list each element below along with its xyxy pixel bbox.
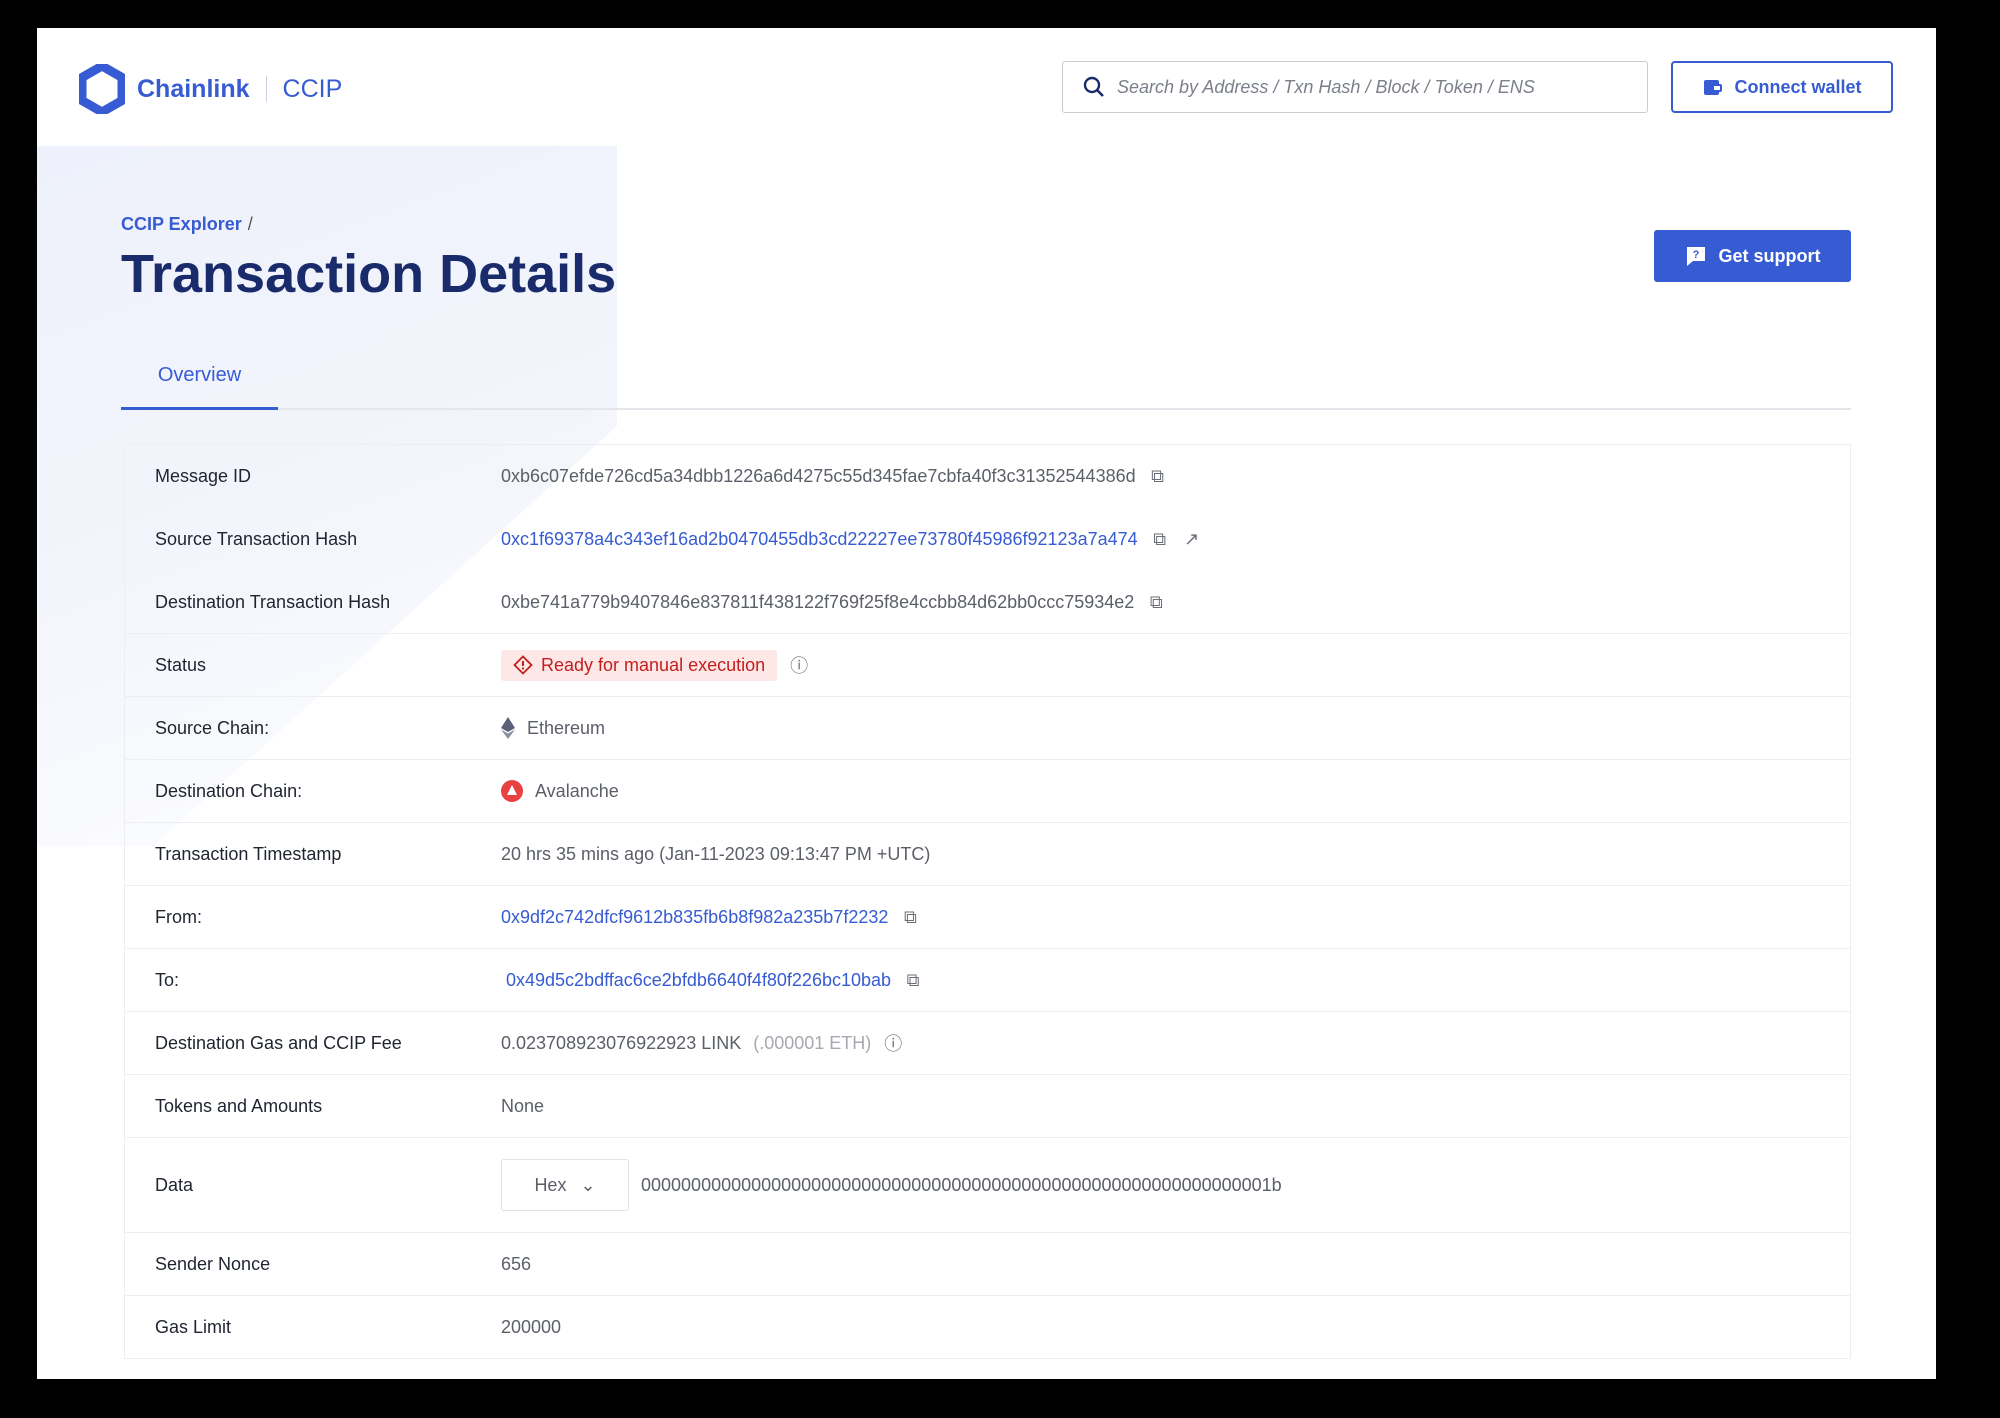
help-chat-icon: ? xyxy=(1686,247,1705,266)
dest-chain-value: Avalanche xyxy=(535,780,619,801)
row-fee: Destination Gas and CCIP Fee 0.023708923… xyxy=(125,1012,1850,1075)
warning-icon xyxy=(513,655,533,675)
tab-bar: Overview xyxy=(121,358,1851,410)
nonce-value: 656 xyxy=(501,1253,532,1274)
wallet-icon xyxy=(1704,80,1723,95)
label: Source Transaction Hash xyxy=(155,529,358,549)
get-support-button[interactable]: ? Get support xyxy=(1654,230,1851,282)
data-value: 0000000000000000000000000000000000000000… xyxy=(641,1174,1282,1195)
fee-eth-value: (.000001 ETH) xyxy=(753,1032,872,1053)
tokens-value: None xyxy=(501,1095,545,1116)
source-chain-value: Ethereum xyxy=(527,717,606,738)
dest-tx-value: 0xbe741a779b9407846e837811f438122f769f25… xyxy=(501,591,1135,612)
label: Transaction Timestamp xyxy=(155,843,342,864)
label: Message ID xyxy=(155,466,252,486)
status-badge: Ready for manual execution xyxy=(501,649,778,681)
product-name: CCIP xyxy=(282,74,343,103)
source-tx-link[interactable]: 0xc1f69378a4c343ef16ad2b0470455db3cd2222… xyxy=(501,529,1138,549)
message-id-value: 0xb6c07efde726cd5a34dbb1226a6d4275c55d34… xyxy=(501,466,1136,486)
timestamp-value: 20 hrs 35 mins ago (Jan-11-2023 09:13:47… xyxy=(501,843,931,864)
breadcrumb: CCIP Explorer / xyxy=(121,214,253,235)
data-format-value: Hex xyxy=(534,1174,567,1195)
data-format-select[interactable]: Hex ⌄ xyxy=(501,1159,629,1211)
info-icon[interactable]: ⓘ xyxy=(790,656,809,676)
breadcrumb-ccip-explorer[interactable]: CCIP Explorer xyxy=(121,214,242,234)
label: Sender Nonce xyxy=(155,1253,271,1274)
row-status: Status Ready for manual execution ⓘ xyxy=(125,634,1850,697)
tab-overview[interactable]: Overview xyxy=(121,358,278,410)
to-address-link[interactable]: 0x49d5c2bdffac6ce2bfdb6640f4f80f226bc10b… xyxy=(506,969,892,990)
breadcrumb-separator: / xyxy=(247,214,253,234)
status-text: Ready for manual execution xyxy=(541,654,766,675)
svg-text:?: ? xyxy=(1692,249,1699,261)
copy-icon[interactable]: ⧉ xyxy=(906,969,920,990)
row-gas-limit: Gas Limit 200000 xyxy=(125,1296,1850,1359)
label: Destination Chain: xyxy=(155,780,303,801)
avalanche-icon xyxy=(501,780,523,802)
chainlink-hexagon-icon xyxy=(79,64,125,114)
row-source-chain: Source Chain: Ethereum xyxy=(125,697,1850,760)
label: From: xyxy=(155,906,202,927)
label: Status xyxy=(155,654,207,675)
row-dest-tx: Destination Transaction Hash 0xbe741a779… xyxy=(125,571,1850,634)
gas-limit-value: 200000 xyxy=(501,1316,562,1337)
external-link-icon[interactable]: ↗ xyxy=(1184,529,1200,549)
chevron-down-icon: ⌄ xyxy=(580,1174,596,1195)
fee-value: 0.023708923076922923 LINK xyxy=(501,1032,742,1053)
transaction-details-table: Message ID 0xb6c07efde726cd5a34dbb1226a6… xyxy=(124,444,1851,1359)
row-data: Data Hex ⌄ 000000000000000000000000000000… xyxy=(125,1138,1850,1233)
row-to: To: 0x49d5c2bdffac6ce2bfdb6640f4f80f226b… xyxy=(125,949,1850,1012)
row-from: From: 0x9df2c742dfcf9612b835fb6b8f982a23… xyxy=(125,886,1850,949)
connect-wallet-button[interactable]: Connect wallet xyxy=(1671,61,1893,113)
label: Data xyxy=(155,1174,194,1195)
row-message-id: Message ID 0xb6c07efde726cd5a34dbb1226a6… xyxy=(125,445,1850,508)
search-bar[interactable] xyxy=(1062,61,1648,113)
row-tokens: Tokens and Amounts None xyxy=(125,1075,1850,1138)
label: Source Chain: xyxy=(155,717,270,738)
label: Gas Limit xyxy=(155,1316,232,1337)
get-support-label: Get support xyxy=(1718,245,1821,266)
row-source-tx: Source Transaction Hash 0xc1f69378a4c343… xyxy=(125,508,1850,571)
copy-icon[interactable]: ⧉ xyxy=(903,906,917,927)
label: Destination Gas and CCIP Fee xyxy=(155,1032,402,1053)
copy-icon[interactable]: ⧉ xyxy=(1149,591,1163,612)
brand-name: Chainlink xyxy=(137,74,250,103)
search-input[interactable] xyxy=(1117,76,1617,98)
copy-icon[interactable]: ⧉ xyxy=(1153,529,1167,549)
logo-divider xyxy=(265,76,267,102)
label: Tokens and Amounts xyxy=(155,1095,323,1116)
copy-icon[interactable]: ⧉ xyxy=(1151,466,1165,486)
ethereum-icon xyxy=(501,717,515,739)
label: To: xyxy=(155,969,180,990)
row-timestamp: Transaction Timestamp 20 hrs 35 mins ago… xyxy=(125,823,1850,886)
connect-wallet-label: Connect wallet xyxy=(1734,76,1862,97)
page: Chainlink CCIP Connect wallet CCIP Explo… xyxy=(37,28,1936,1379)
page-title: Transaction Details xyxy=(121,244,617,304)
logo[interactable]: Chainlink CCIP xyxy=(79,64,342,114)
label: Destination Transaction Hash xyxy=(155,591,391,612)
search-icon xyxy=(1083,76,1104,97)
from-address-link[interactable]: 0x9df2c742dfcf9612b835fb6b8f982a235b7f22… xyxy=(501,906,889,927)
info-icon[interactable]: ⓘ xyxy=(884,1034,903,1054)
row-dest-chain: Destination Chain: Avalanche xyxy=(125,760,1850,823)
row-nonce: Sender Nonce 656 xyxy=(125,1233,1850,1296)
